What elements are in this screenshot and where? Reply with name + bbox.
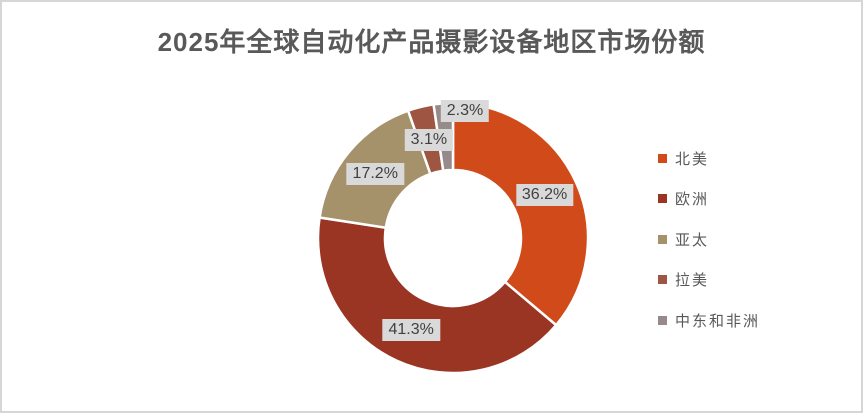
legend-swatch-icon [658,234,667,244]
data-label-0: 36.2% [515,184,574,207]
legend-item-0: 北美 [658,138,760,179]
legend-label: 中东和非洲 [675,312,761,330]
legend-swatch-icon [658,194,667,204]
legend-item-1: 欧洲 [658,179,760,220]
chart-title: 2025年全球自动化产品摄影设备地区市场份额 [157,27,706,57]
donut-slice-1 [316,216,558,375]
legend-swatch-icon [658,315,667,325]
legend-swatch-icon [658,275,667,285]
legend-item-3: 拉美 [658,260,760,301]
data-label-4: 2.3% [440,100,490,122]
legend-label: 北美 [675,150,710,168]
legend-item-4: 中东和非洲 [658,300,760,341]
data-label-2: 17.2% [346,162,404,185]
legend-label: 欧洲 [675,191,710,209]
legend-label: 拉美 [675,272,710,290]
donut-slice-0 [451,101,590,327]
legend-swatch-icon [658,153,667,163]
chart-legend: 北美欧洲亚太拉美中东和非洲 [658,138,760,341]
legend-label: 亚太 [675,231,710,249]
data-label-1: 41.3% [382,318,440,341]
data-label-3: 3.1% [404,128,454,151]
legend-item-2: 亚太 [658,219,760,260]
